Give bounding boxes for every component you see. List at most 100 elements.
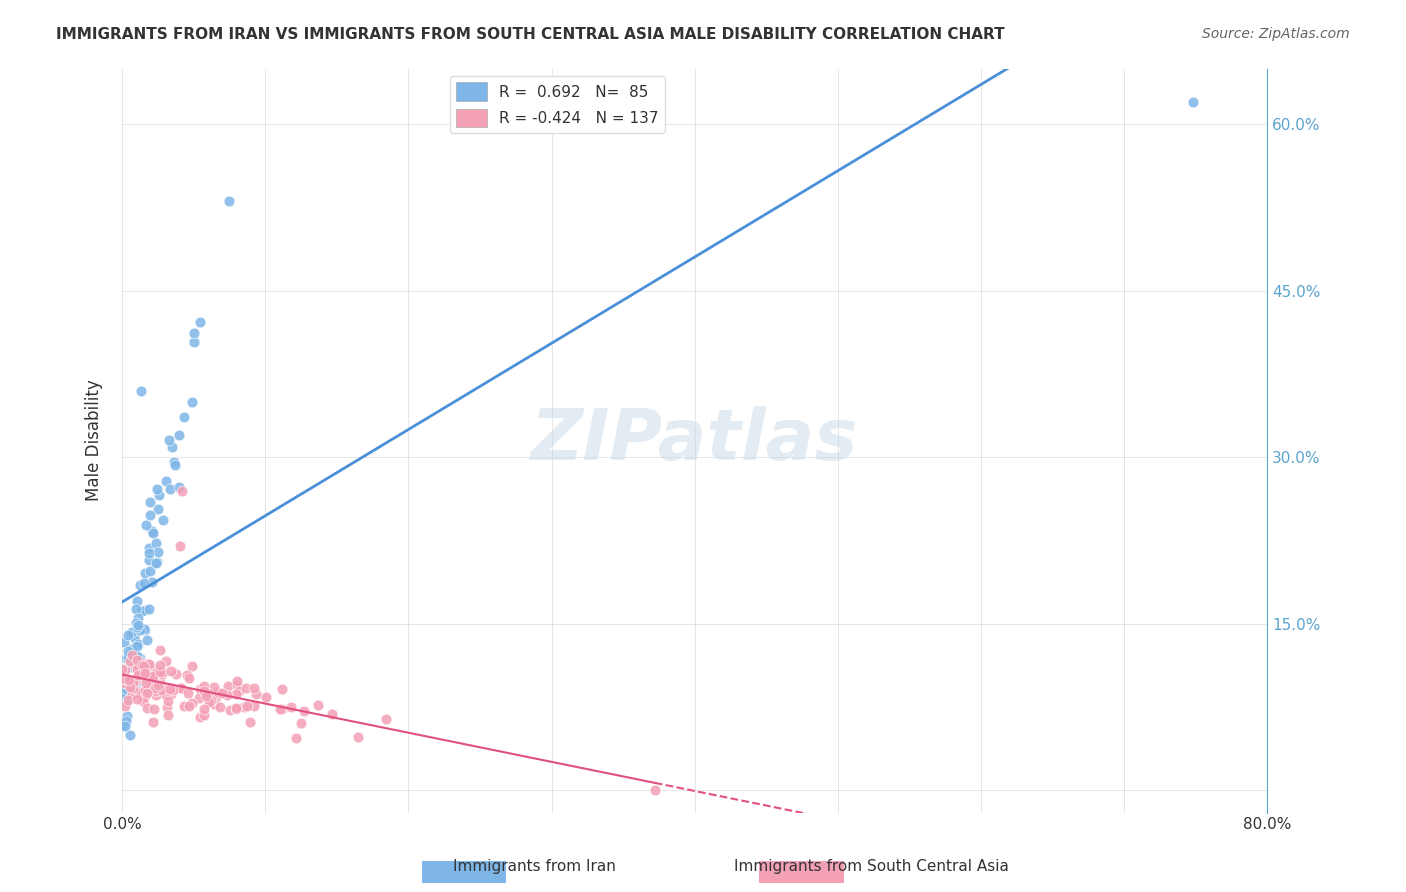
Immigrants from South Central Asia — [235, 681, 257, 695]
Immigrants from Iran — [115, 673, 138, 688]
Immigrants from Iran — [132, 575, 155, 590]
Immigrants from South Central Asia — [181, 659, 204, 673]
Immigrants from Iran — [127, 649, 149, 664]
Immigrants from South Central Asia — [122, 675, 145, 690]
Immigrants from Iran — [124, 635, 146, 649]
Immigrants from Iran — [188, 315, 211, 329]
Immigrants from South Central Asia — [149, 642, 172, 657]
Immigrants from South Central Asia — [292, 704, 315, 718]
Immigrants from South Central Asia — [269, 702, 291, 716]
Immigrants from South Central Asia — [148, 678, 170, 692]
Immigrants from South Central Asia — [145, 688, 167, 702]
Immigrants from South Central Asia — [114, 672, 136, 686]
Immigrants from South Central Asia — [111, 662, 134, 676]
Immigrants from South Central Asia — [217, 679, 239, 693]
Immigrants from Iran — [127, 618, 149, 632]
Immigrants from Iran — [152, 513, 174, 527]
Text: ZIPatlas: ZIPatlas — [531, 406, 859, 475]
Immigrants from South Central Asia — [121, 648, 143, 662]
Immigrants from Iran — [138, 552, 160, 566]
Immigrants from South Central Asia — [121, 681, 143, 695]
Immigrants from South Central Asia — [136, 701, 159, 715]
Immigrants from Iran — [127, 611, 149, 625]
Immigrants from Iran — [138, 541, 160, 555]
Immigrants from Iran — [139, 495, 162, 509]
Immigrants from South Central Asia — [190, 684, 212, 698]
Immigrants from South Central Asia — [644, 783, 666, 797]
Immigrants from South Central Asia — [188, 690, 211, 705]
Immigrants from South Central Asia — [136, 686, 159, 700]
Immigrants from South Central Asia — [156, 694, 179, 708]
Immigrants from Iran — [115, 651, 138, 665]
Immigrants from South Central Asia — [136, 681, 159, 696]
Immigrants from South Central Asia — [181, 696, 204, 710]
Immigrants from South Central Asia — [197, 686, 219, 700]
Immigrants from South Central Asia — [188, 682, 211, 697]
Immigrants from South Central Asia — [129, 685, 152, 699]
Immigrants from Iran — [125, 615, 148, 630]
Immigrants from Iran — [167, 427, 190, 442]
Immigrants from South Central Asia — [225, 673, 247, 688]
Immigrants from South Central Asia — [193, 684, 215, 698]
Immigrants from South Central Asia — [225, 687, 247, 701]
Immigrants from South Central Asia — [120, 675, 142, 690]
Immigrants from South Central Asia — [122, 657, 145, 671]
Immigrants from South Central Asia — [114, 676, 136, 690]
Immigrants from South Central Asia — [270, 681, 292, 696]
Immigrants from South Central Asia — [150, 667, 173, 681]
Immigrants from Iran — [115, 694, 138, 708]
Immigrants from South Central Asia — [321, 706, 343, 721]
Immigrants from South Central Asia — [149, 682, 172, 697]
Immigrants from South Central Asia — [215, 688, 238, 702]
Text: Immigrants from South Central Asia: Immigrants from South Central Asia — [734, 859, 1010, 874]
Text: Immigrants from Iran: Immigrants from Iran — [453, 859, 616, 874]
Immigrants from South Central Asia — [117, 673, 139, 688]
Immigrants from South Central Asia — [149, 671, 172, 685]
Immigrants from South Central Asia — [157, 707, 180, 722]
Immigrants from South Central Asia — [176, 668, 198, 682]
Immigrants from South Central Asia — [232, 700, 254, 714]
Immigrants from Iran — [145, 556, 167, 570]
Immigrants from South Central Asia — [211, 686, 233, 700]
Immigrants from Iran — [218, 194, 240, 208]
Legend: R =  0.692   N=  85, R = -0.424   N = 137: R = 0.692 N= 85, R = -0.424 N = 137 — [450, 76, 665, 133]
Immigrants from South Central Asia — [202, 697, 225, 711]
Immigrants from South Central Asia — [193, 679, 215, 693]
Immigrants from Iran — [146, 545, 169, 559]
Immigrants from South Central Asia — [118, 674, 141, 689]
Immigrants from South Central Asia — [204, 691, 226, 706]
Immigrants from South Central Asia — [134, 683, 156, 698]
Immigrants from South Central Asia — [156, 700, 179, 714]
Immigrants from South Central Asia — [129, 669, 152, 683]
Immigrants from South Central Asia — [225, 701, 247, 715]
Immigrants from Iran — [180, 395, 202, 409]
Immigrants from South Central Asia — [285, 731, 308, 745]
Immigrants from South Central Asia — [127, 657, 149, 672]
Immigrants from South Central Asia — [193, 707, 215, 722]
Immigrants from South Central Asia — [198, 695, 221, 709]
Immigrants from Iran — [120, 675, 142, 690]
Immigrants from South Central Asia — [228, 684, 250, 698]
Immigrants from South Central Asia — [127, 669, 149, 683]
Immigrants from Iran — [141, 524, 163, 538]
Immigrants from South Central Asia — [129, 686, 152, 700]
Immigrants from South Central Asia — [159, 681, 181, 696]
Immigrants from South Central Asia — [112, 672, 135, 686]
Immigrants from Iran — [134, 603, 156, 617]
Immigrants from South Central Asia — [139, 678, 162, 692]
Immigrants from Iran — [115, 709, 138, 723]
Immigrants from Iran — [145, 555, 167, 569]
Immigrants from South Central Asia — [209, 700, 232, 714]
Immigrants from Iran — [124, 602, 146, 616]
Immigrants from South Central Asia — [132, 671, 155, 685]
Immigrants from Iran — [134, 623, 156, 637]
Immigrants from South Central Asia — [149, 658, 172, 673]
Text: IMMIGRANTS FROM IRAN VS IMMIGRANTS FROM SOUTH CENTRAL ASIA MALE DISABILITY CORRE: IMMIGRANTS FROM IRAN VS IMMIGRANTS FROM … — [56, 27, 1005, 42]
Immigrants from South Central Asia — [226, 678, 249, 692]
Immigrants from South Central Asia — [145, 683, 167, 698]
Immigrants from Iran — [125, 594, 148, 608]
Immigrants from Iran — [183, 335, 205, 350]
Immigrants from Iran — [145, 535, 167, 549]
Immigrants from South Central Asia — [280, 700, 302, 714]
Immigrants from South Central Asia — [160, 687, 183, 701]
